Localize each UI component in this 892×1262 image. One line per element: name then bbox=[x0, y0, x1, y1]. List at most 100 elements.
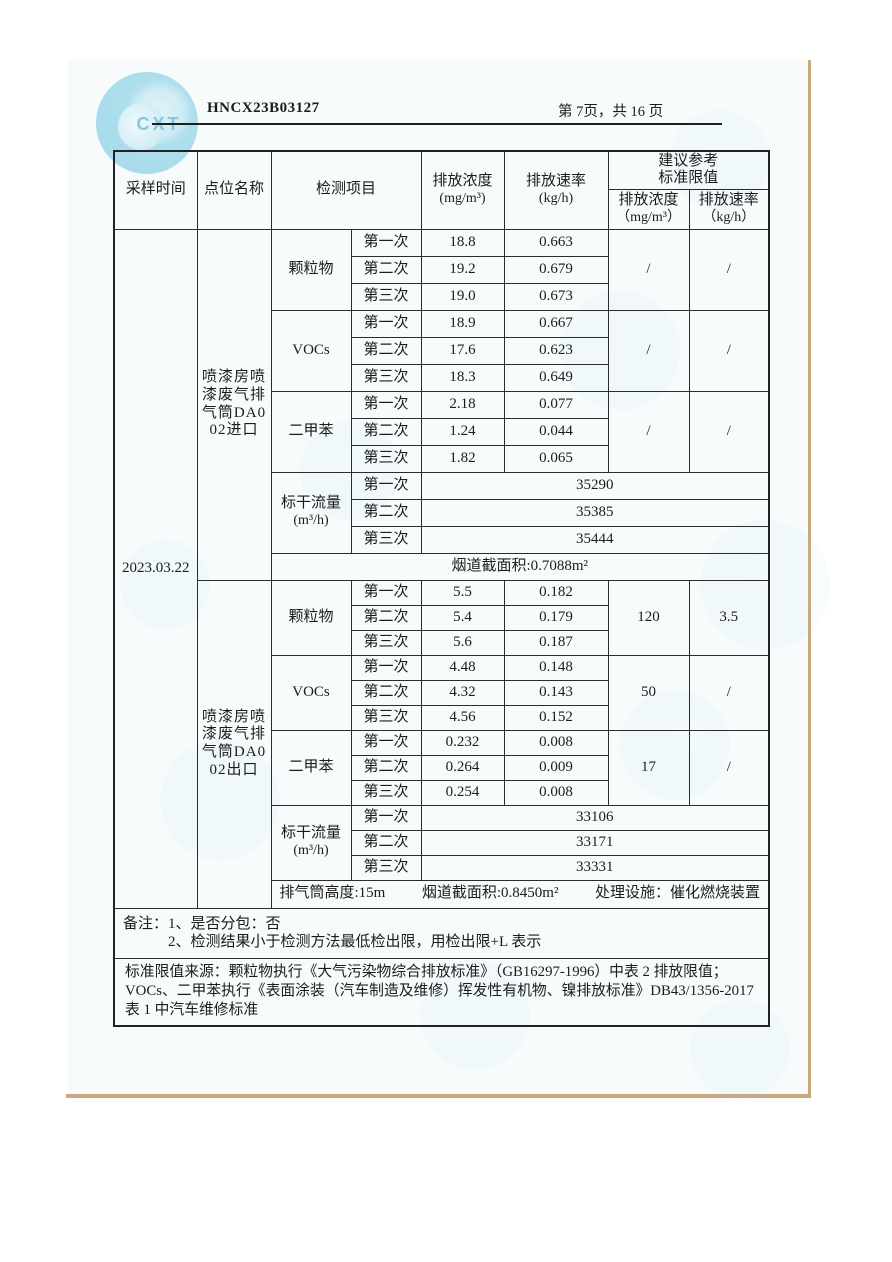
run-label-cell: 第三次 bbox=[350, 444, 422, 473]
run-label-cell: 第三次 bbox=[350, 779, 422, 806]
page-edge-right bbox=[808, 60, 811, 1098]
limit-conc-cell: / bbox=[607, 228, 690, 311]
limit-rate-cell: 3.5 bbox=[688, 579, 770, 656]
col-header-concentration-label: 排放浓度 bbox=[432, 173, 493, 190]
run-label-cell: 第一次 bbox=[350, 729, 422, 756]
limit-rate-cell: / bbox=[688, 228, 770, 311]
limit-rate-unit: （kg/h） bbox=[702, 209, 756, 225]
page-edge-bottom bbox=[66, 1094, 811, 1098]
run-label-cell: 第三次 bbox=[350, 282, 422, 311]
run-label-cell: 第二次 bbox=[350, 829, 422, 856]
limit-rate-cell: / bbox=[688, 729, 770, 806]
run-label-cell: 第一次 bbox=[350, 228, 422, 257]
conc-value-cell: 4.32 bbox=[420, 679, 505, 706]
rate-value-cell: 0.008 bbox=[503, 729, 609, 756]
rate-value-cell: 0.179 bbox=[503, 604, 609, 631]
rate-value-cell: 0.077 bbox=[503, 390, 609, 419]
col-header-rate-unit: (kg/h) bbox=[538, 190, 574, 206]
col-header-rate: 排放速率 (kg/h) bbox=[503, 150, 609, 230]
stack-height-text: 排气筒高度:15m bbox=[279, 885, 386, 902]
outlet-stack-info-cell: 排气筒高度:15m 烟道截面积:0.8450m² 处理设施：催化燃烧装置 bbox=[270, 879, 770, 909]
run-label-cell: 第一次 bbox=[350, 654, 422, 681]
flow-value-cell: 33171 bbox=[420, 829, 770, 856]
run-label-cell: 第一次 bbox=[350, 390, 422, 419]
limit-concentration-unit: （mg/m³） bbox=[616, 209, 681, 225]
rate-value-cell: 0.667 bbox=[503, 309, 609, 338]
remarks-line1: 备注：1、是否分包：否 bbox=[123, 916, 281, 933]
duct-area-text: 烟道截面积:0.8450m² bbox=[421, 885, 559, 902]
run-label-cell: 第三次 bbox=[350, 854, 422, 881]
limit-conc-cell: 50 bbox=[607, 654, 690, 731]
limit-rate-cell: / bbox=[688, 654, 770, 731]
limit-source-text: 标准限值来源：颗粒物执行《大气污染物综合排放标准》（GB16297-1996）中… bbox=[125, 963, 754, 1018]
col-header-limit-concentration: 排放浓度 （mg/m³） bbox=[607, 188, 690, 230]
run-label-cell: 第三次 bbox=[350, 629, 422, 656]
rate-value-cell: 0.673 bbox=[503, 282, 609, 311]
sampling-time-cell: 2023.03.22 bbox=[113, 228, 198, 909]
run-label-cell: 第二次 bbox=[350, 417, 422, 446]
limit-conc-cell: 17 bbox=[607, 729, 690, 806]
conc-value-cell: 19.0 bbox=[420, 282, 505, 311]
run-label-cell: 第三次 bbox=[350, 525, 422, 554]
conc-value-cell: 5.5 bbox=[420, 579, 505, 606]
conc-value-cell: 4.48 bbox=[420, 654, 505, 681]
col-header-point-name: 点位名称 bbox=[196, 150, 272, 230]
col-header-sampling-time: 采样时间 bbox=[113, 150, 198, 230]
run-label-cell: 第二次 bbox=[350, 754, 422, 781]
col-header-reference-limits: 建议参考 标准限值 bbox=[607, 150, 770, 190]
point-name-outlet-cell: 喷漆房喷漆废气排气筒DA002出口 bbox=[196, 579, 272, 909]
point-name-inlet-cell: 喷漆房喷漆废气排气筒DA002进口 bbox=[196, 228, 272, 581]
conc-value-cell: 2.18 bbox=[420, 390, 505, 419]
limit-concentration-label: 排放浓度 bbox=[618, 191, 679, 208]
reference-limits-line1: 建议参考 bbox=[658, 152, 719, 169]
remarks-line2: 2、检测结果小于检测方法最低检出限，用检出限+L 表示 bbox=[168, 934, 542, 950]
flow-unit: (m³/h) bbox=[293, 843, 329, 859]
rate-value-cell: 0.143 bbox=[503, 679, 609, 706]
run-label-cell: 第一次 bbox=[350, 804, 422, 831]
conc-value-cell: 17.6 bbox=[420, 336, 505, 365]
rate-value-cell: 0.044 bbox=[503, 417, 609, 446]
limit-conc-cell: / bbox=[607, 309, 690, 392]
item-cell-vocs: VOCs bbox=[270, 309, 352, 392]
rate-value-cell: 0.009 bbox=[503, 754, 609, 781]
run-label-cell: 第二次 bbox=[350, 498, 422, 527]
rate-value-cell: 0.623 bbox=[503, 336, 609, 365]
col-header-concentration-unit: (mg/m³) bbox=[439, 190, 486, 206]
limit-source-cell: 标准限值来源：颗粒物执行《大气污染物综合排放标准》（GB16297-1996）中… bbox=[113, 957, 770, 1027]
flow-label: 标干流量 bbox=[280, 825, 341, 842]
limit-rate-cell: / bbox=[688, 309, 770, 392]
flow-label: 标干流量 bbox=[280, 495, 341, 512]
page-indicator: 第 7页，共 16 页 bbox=[558, 104, 664, 120]
conc-value-cell: 1.24 bbox=[420, 417, 505, 446]
conc-value-cell: 19.2 bbox=[420, 255, 505, 284]
flow-value-cell: 35444 bbox=[420, 525, 770, 554]
treatment-facility-text: 处理设施：催化燃烧装置 bbox=[595, 885, 761, 902]
conc-value-cell: 18.8 bbox=[420, 228, 505, 257]
run-label-cell: 第三次 bbox=[350, 363, 422, 392]
item-cell-xylene: 二甲苯 bbox=[270, 390, 352, 473]
item-cell-particulate: 颗粒物 bbox=[270, 228, 352, 311]
conc-value-cell: 18.3 bbox=[420, 363, 505, 392]
run-label-cell: 第二次 bbox=[350, 255, 422, 284]
rate-value-cell: 0.649 bbox=[503, 363, 609, 392]
run-label-cell: 第二次 bbox=[350, 336, 422, 365]
conc-value-cell: 5.4 bbox=[420, 604, 505, 631]
rate-value-cell: 0.148 bbox=[503, 654, 609, 681]
reference-limits-line2: 标准限值 bbox=[658, 170, 719, 187]
conc-value-cell: 1.82 bbox=[420, 444, 505, 473]
rate-value-cell: 0.187 bbox=[503, 629, 609, 656]
col-header-limit-rate: 排放速率 （kg/h） bbox=[688, 188, 770, 230]
conc-value-cell: 0.264 bbox=[420, 754, 505, 781]
limit-rate-label: 排放速率 bbox=[698, 191, 759, 208]
run-label-cell: 第一次 bbox=[350, 471, 422, 500]
rate-value-cell: 0.065 bbox=[503, 444, 609, 473]
run-label-cell: 第一次 bbox=[350, 579, 422, 606]
item-cell-flow: 标干流量 (m³/h) bbox=[270, 471, 352, 554]
run-label-cell: 第三次 bbox=[350, 704, 422, 731]
flow-value-cell: 33106 bbox=[420, 804, 770, 831]
limit-rate-cell: / bbox=[688, 390, 770, 473]
rate-value-cell: 0.679 bbox=[503, 255, 609, 284]
item-cell-particulate: 颗粒物 bbox=[270, 579, 352, 656]
flow-value-cell: 35290 bbox=[420, 471, 770, 500]
